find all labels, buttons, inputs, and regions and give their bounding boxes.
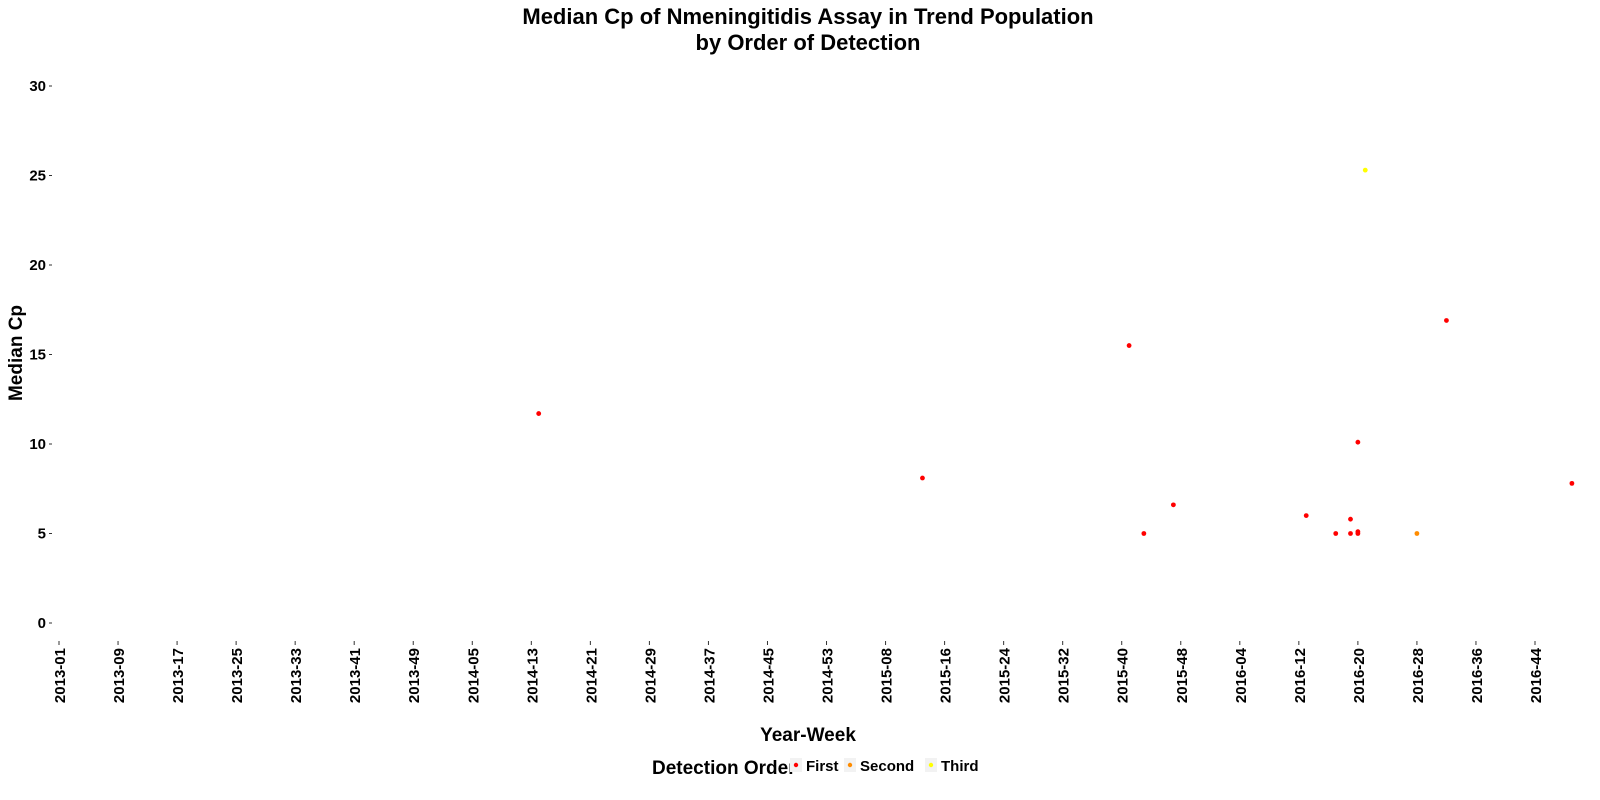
data-point-first [1355,531,1361,536]
legend: Detection Order First Second Third [652,758,979,779]
data-point-third [1362,167,1368,173]
data-point-first [1303,513,1309,518]
x-tick-label: 2015-48 [1174,648,1191,703]
data-point-first [1126,343,1132,348]
x-tick-label: 2013-49 [406,648,423,703]
y-axis: 0 5 10 15 20 25 30 [29,78,52,632]
x-axis: 2013-01 2013-09 2013-17 2013-25 2013-33 2013-… [52,641,1545,703]
legend-items: First Second Third [790,758,979,775]
x-tick-label: 2014-37 [701,648,718,703]
data-point-first [1348,516,1353,522]
x-tick-label: 2014-21 [583,648,600,703]
legend-dot-third [928,762,934,768]
data-points [536,167,1575,536]
x-tick-label: 2016-20 [1351,648,1368,703]
y-axis-title: Median Cp [6,305,27,401]
data-point-first [1348,531,1353,536]
x-tick-label: 2016-36 [1469,648,1486,703]
y-tick-label: 30 [29,78,46,95]
x-tick-label: 2013-17 [170,648,187,703]
x-tick-label: 2013-41 [347,648,364,703]
x-tick-label: 2013-09 [111,648,128,703]
legend-dot-first [793,762,799,768]
legend-title: Detection Order [652,758,796,779]
legend-label-second: Second [860,758,914,775]
data-point-first [1170,502,1176,508]
y-tick-label: 5 [38,526,46,543]
chart-title-line-2: by Order of Detection [696,30,921,55]
legend-dot-second [847,762,853,768]
data-point-first [1333,531,1339,536]
x-tick-label: 2013-01 [52,648,69,703]
x-tick-label: 2013-33 [288,648,305,703]
legend-label-third: Third [941,758,979,775]
x-tick-label: 2014-53 [820,648,837,703]
data-point-first [1355,439,1361,445]
data-point-first [920,475,925,481]
data-point-first [536,411,542,416]
legend-label-first: First [806,758,839,775]
data-point-second [1414,531,1420,536]
x-tick-label: 2016-12 [1292,648,1309,703]
x-tick-label: 2014-29 [642,648,659,703]
x-tick-label: 2015-40 [1115,648,1132,703]
x-tick-label: 2014-45 [760,648,777,703]
x-tick-label: 2016-44 [1528,647,1545,703]
x-tick-label: 2015-24 [997,647,1014,703]
y-tick-label: 15 [29,347,46,364]
y-tick-label: 20 [29,257,46,274]
x-tick-label: 2014-05 [465,648,482,703]
y-tick-label: 10 [29,436,46,453]
x-tick-label: 2015-16 [938,648,955,703]
y-tick-label: 0 [38,615,46,632]
data-point-first [1444,318,1449,323]
x-tick-label: 2015-32 [1056,648,1073,703]
data-point-first [1569,480,1575,486]
x-tick-label: 2014-13 [524,648,541,703]
x-tick-label: 2016-04 [1233,647,1250,703]
chart-title-line-1: Median Cp of Nmeningitidis Assay in Tren… [522,4,1093,29]
y-tick-label: 25 [29,168,46,185]
x-axis-title: Year-Week [760,725,856,746]
x-tick-label: 2016-28 [1410,648,1427,703]
data-point-first [1141,531,1147,536]
x-tick-label: 2013-25 [229,648,246,703]
x-tick-label: 2015-08 [879,648,896,703]
